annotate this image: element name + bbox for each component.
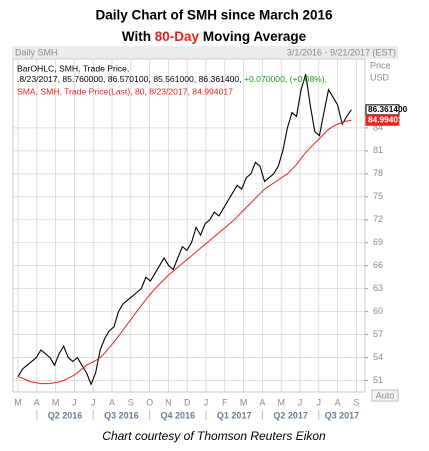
y-tick-label: 57: [373, 329, 383, 339]
y-tick-label: 54: [373, 352, 383, 362]
y-tick-label: 69: [373, 237, 383, 247]
legend-ohlc-values: .8/23/2017, 85.760000, 86.570100, 85.561…: [17, 74, 242, 84]
x-tick-label: A: [109, 397, 115, 407]
chart-subtitle: With 80-Day Moving Average: [122, 29, 307, 44]
x-tick-label: J: [204, 397, 209, 407]
legend-ohlc: BarOHLC, SMH, Trade Price,: [17, 63, 129, 73]
y-tick-label: 66: [373, 260, 383, 270]
subtitle-prefix: With: [122, 29, 151, 44]
quarter-label: Q1 2017: [217, 410, 252, 420]
y-tick-label: 81: [373, 145, 383, 155]
x-tick-label: A: [259, 397, 265, 407]
date-range: 3/1/2016 - 9/21/2017 (EST): [287, 47, 396, 57]
x-tick-label: A: [335, 397, 341, 407]
x-tick-label: D: [184, 397, 191, 407]
y-tick-label: 78: [373, 168, 383, 178]
y-tick-label: 75: [373, 191, 383, 201]
series-line: [17, 74, 352, 386]
quarter-label: Q3 2017: [325, 410, 360, 420]
quarter-label: Q2 2017: [273, 410, 308, 420]
x-tick-label: M: [14, 397, 22, 407]
footer: Chart courtesy of Thomson Reuters Eikon: [102, 429, 326, 443]
auto-button[interactable]: [371, 389, 399, 402]
last-value-label: 86.361400: [368, 104, 408, 114]
series-line: [17, 119, 352, 385]
quarter-label: Q4 2016: [161, 410, 196, 420]
x-tick-label: J: [91, 397, 96, 407]
last-value-box: [365, 114, 400, 126]
x-tick-label: J: [317, 397, 322, 407]
legend-change: +0.070000, (+0.08%),: [244, 74, 327, 84]
y-tick-label: 60: [373, 306, 383, 316]
subtitle-suffix: Moving Average: [203, 29, 307, 44]
legend-ohlc-values: .8/23/2017, 85.760000, 86.570100, 85.561…: [17, 74, 327, 84]
x-tick-label: F: [222, 397, 228, 407]
x-tick-label: A: [34, 397, 40, 407]
plot-area: [12, 58, 366, 393]
panel-header: [12, 46, 398, 59]
auto-label[interactable]: Auto: [376, 390, 395, 400]
x-tick-label: M: [277, 397, 285, 407]
legend-sma: SMA, SMH, Trade Price(Last), 80, 8/23/20…: [17, 86, 233, 96]
y-tick-label: 51: [373, 375, 383, 385]
x-tick-label: N: [165, 397, 172, 407]
y-tick-label: 84: [373, 122, 383, 132]
panel-label: Daily SMH: [15, 47, 58, 57]
subtitle-highlight: 80-Day: [155, 29, 200, 44]
x-tick-label: J: [298, 397, 303, 407]
last-value-label: 84.994017: [368, 114, 408, 124]
axis-unit: USD: [370, 72, 390, 82]
x-tick-label: J: [72, 397, 77, 407]
y-tick-label: 72: [373, 214, 383, 224]
x-tick-label: S: [128, 397, 134, 407]
quarter-label: Q2 2016: [48, 410, 83, 420]
y-tick-label: 63: [373, 283, 383, 293]
x-tick-label: O: [146, 397, 153, 407]
x-tick-label: S: [353, 397, 359, 407]
x-tick-label: M: [52, 397, 60, 407]
quarter-label: Q3 2016: [104, 410, 139, 420]
chart-title: Daily Chart of SMH since March 2016: [95, 8, 333, 23]
axis-title: Price: [370, 60, 391, 70]
x-tick-label: M: [240, 397, 248, 407]
